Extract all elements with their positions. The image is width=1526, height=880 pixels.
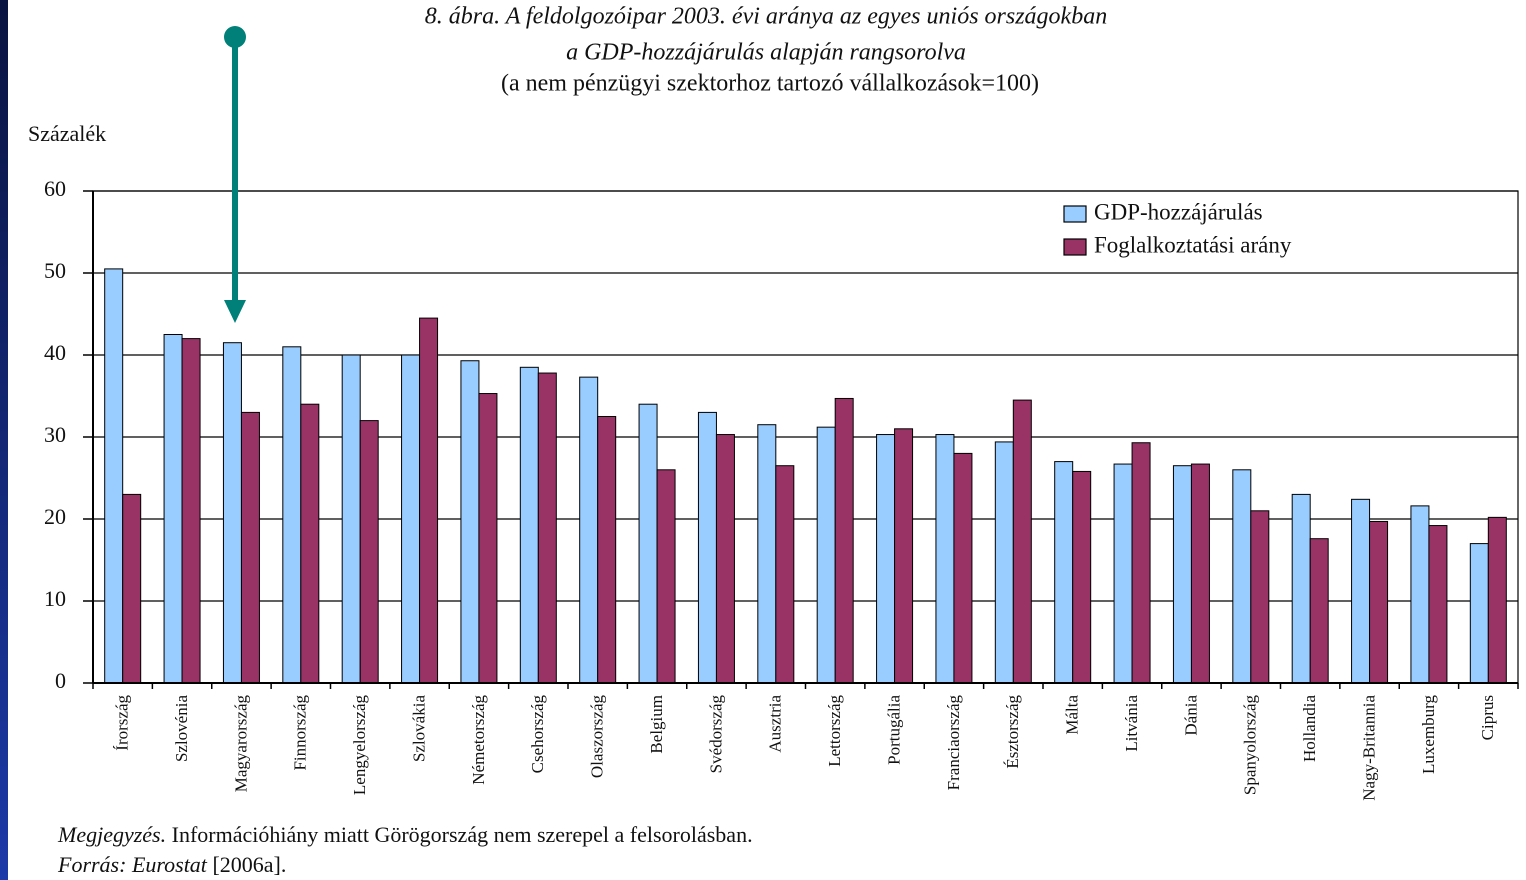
bar: [537, 372, 557, 684]
x-tick-label: Lettország: [825, 695, 844, 767]
legend-swatch: [1063, 205, 1087, 223]
x-tick-label: Csehország: [528, 695, 547, 774]
bar: [163, 334, 183, 684]
source: Forrás: Eurostat [2006a].: [57, 852, 286, 877]
bar: [1131, 442, 1151, 684]
x-tick-label: Észtország: [1003, 695, 1022, 769]
bar: [401, 354, 421, 684]
bar: [656, 469, 676, 684]
source-ref: [2006a].: [212, 852, 286, 877]
x-tick-label: Németország: [469, 695, 488, 785]
bar: [222, 342, 242, 684]
bar: [876, 434, 896, 684]
annotation-arrow: [224, 26, 246, 323]
x-tick-label: Nagy-Britannia: [1359, 695, 1378, 801]
x-tick-label: Szlovákia: [409, 695, 428, 762]
bar: [1172, 465, 1192, 684]
bar: [1190, 463, 1210, 684]
y-tick-label: 0: [55, 668, 66, 693]
bar: [341, 354, 361, 684]
x-tick-label: Luxemburg: [1419, 695, 1438, 775]
x-tick-label: Litvánia: [1122, 695, 1141, 752]
source-name: Eurostat: [131, 852, 208, 877]
bar: [953, 452, 973, 684]
bar: [638, 403, 658, 684]
bar: [697, 411, 717, 684]
bar: [715, 434, 735, 684]
bar: [1250, 510, 1270, 684]
arrow-head: [224, 300, 246, 323]
bar: [1309, 538, 1329, 684]
note-label: Megjegyzés.: [57, 822, 166, 847]
x-tick-label: Svédország: [706, 695, 725, 774]
y-tick-label: 30: [44, 422, 66, 447]
source-label: Forrás:: [57, 852, 126, 877]
bar: [834, 397, 854, 684]
bar: [122, 493, 142, 684]
bar: [775, 465, 795, 684]
x-tick-label: Portugália: [884, 695, 903, 765]
y-tick-label: 60: [44, 176, 66, 201]
x-tick-label: Dánia: [1181, 695, 1200, 736]
bar: [359, 420, 379, 684]
note: Megjegyzés. Információhiány miatt Görögo…: [57, 822, 753, 847]
bar: [579, 376, 599, 684]
bar: [1351, 498, 1371, 684]
legend-label: GDP-hozzájárulás: [1094, 199, 1263, 224]
x-tick-label: Spanyolország: [1241, 695, 1260, 796]
slide-edge: [0, 0, 8, 880]
x-tick-label: Belgium: [647, 695, 666, 754]
bar: [894, 428, 914, 684]
bar: [1113, 463, 1133, 684]
bar: [1410, 505, 1430, 684]
bar: [1054, 461, 1074, 684]
bar: [1072, 470, 1092, 684]
bar: [460, 360, 480, 684]
legend-label: Foglalkoztatási arány: [1094, 232, 1292, 257]
x-tick-label: Ciprus: [1478, 695, 1497, 740]
y-tick-label: 40: [44, 340, 66, 365]
bar: [1469, 543, 1489, 684]
x-tick-label: Ausztria: [766, 695, 785, 753]
chart-subtitle: a GDP-hozzájárulás alapján rangsorolva: [566, 40, 966, 66]
bar: [519, 366, 539, 684]
bar: [1291, 493, 1311, 684]
note-text: Információhiány miatt Görögország nem sz…: [172, 822, 753, 847]
chart-subtitle: (a nem pénzügyi szektorhoz tartozó válla…: [501, 71, 1039, 97]
x-tick-label: Hollandia: [1300, 695, 1319, 762]
y-tick-label: 10: [44, 586, 66, 611]
bar: [1232, 469, 1252, 684]
bar: [181, 338, 201, 684]
x-tick-label: Írország: [113, 695, 132, 751]
legend-swatch: [1063, 238, 1087, 256]
x-tick-label: Olaszország: [588, 695, 607, 779]
bar: [240, 411, 260, 684]
bar: [994, 441, 1014, 684]
bar: [419, 317, 439, 684]
bar: [1369, 520, 1389, 684]
x-tick-label: Málta: [1063, 695, 1082, 735]
bar: [104, 268, 124, 684]
bar: [1012, 399, 1032, 684]
bar: [935, 434, 955, 684]
bar: [757, 424, 777, 684]
x-tick-label: Magyarország: [231, 695, 250, 793]
bar: [282, 346, 302, 684]
x-tick-label: Szlovénia: [172, 695, 191, 762]
bar: [1428, 525, 1448, 684]
bar: [816, 426, 836, 684]
y-axis-label: Százalék: [28, 121, 106, 146]
bar: [597, 416, 617, 684]
bar: [1487, 516, 1507, 684]
bar: [300, 403, 320, 684]
x-tick-label: Finnország: [291, 695, 310, 771]
y-tick-label: 50: [44, 258, 66, 283]
plot: 0 10 20 30 40 50 60 Írország Szlovénia Magyarorsz…: [44, 176, 1519, 801]
x-tick-label: Lengyelország: [350, 695, 369, 796]
y-tick-label: 20: [44, 504, 66, 529]
bar: [478, 393, 498, 684]
x-tick-label: Franciaország: [944, 695, 963, 791]
chart-title: 8. ábra. A feldolgozóipar 2003. évi arán…: [425, 4, 1107, 30]
